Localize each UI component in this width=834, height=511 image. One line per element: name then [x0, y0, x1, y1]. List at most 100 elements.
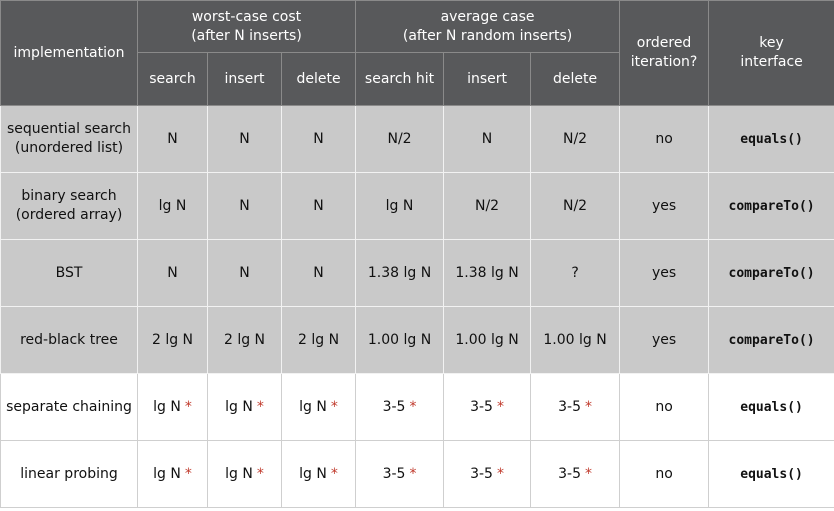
cost-value: N/2	[562, 197, 588, 214]
cost-value: 3-5	[558, 465, 581, 482]
key-value: equals()	[740, 399, 803, 415]
cost-value: lg N	[158, 197, 187, 214]
cost-cell: 3-5 *	[443, 440, 532, 508]
row-name-text: sequential search	[7, 121, 131, 137]
cost-cell: N	[207, 239, 282, 307]
cost-value: 1.00 lg N	[367, 331, 432, 348]
group-title: average case	[440, 8, 535, 25]
row-name: red-black tree	[0, 306, 138, 374]
table-row: BST N N N 1.38 lg N 1.38 lg N? yes compareTo()	[0, 239, 834, 307]
ordered-cell: no	[619, 440, 710, 508]
key-cell: compareTo()	[708, 172, 834, 240]
column-title: search hit	[364, 70, 435, 87]
cost-value: lg N	[225, 465, 253, 482]
column-header: search	[137, 52, 208, 106]
row-name-text: (ordered array)	[15, 207, 123, 223]
cost-cell: lg N	[355, 172, 445, 240]
ordered-cell: no	[619, 105, 710, 173]
footnote-star: *	[584, 465, 592, 482]
cost-cell: lg N *	[137, 440, 208, 508]
cost-cell: N	[280, 239, 357, 307]
ordered-value: no	[655, 130, 673, 147]
cost-value: 3-5	[382, 398, 406, 415]
row-name-text: red-black tree	[20, 331, 118, 348]
cost-cell: N/2	[443, 172, 532, 240]
header-row: search insert delete search hit insert delete	[1, 52, 834, 106]
row-name: linear probing	[0, 440, 138, 508]
cost-cell: lg N *	[280, 440, 357, 508]
cost-value: N	[239, 197, 250, 214]
key-cell: equals()	[708, 105, 834, 173]
column-title: insert	[224, 70, 265, 87]
cost-value: 3-5	[558, 398, 581, 415]
ordered-cell: yes	[619, 306, 710, 374]
cost-cell: 2 lg N	[280, 306, 357, 374]
header-text: iteration?	[630, 54, 698, 70]
cost-cell: 1.38 lg N	[443, 239, 532, 307]
group-title: worst-case cost	[191, 8, 302, 25]
row-name-text: separate chaining	[6, 398, 132, 415]
row-name-text: binary search	[21, 188, 117, 204]
ordered-value: no	[655, 465, 673, 482]
header-text: implementation	[13, 44, 125, 61]
cost-cell: N	[207, 172, 282, 240]
row-name-text: (unordered list)	[14, 140, 124, 156]
header-text: key	[759, 35, 784, 51]
header-text: ordered	[636, 35, 692, 51]
cost-cell: 1.00 lg N	[530, 306, 621, 374]
cost-cell: lg N *	[207, 440, 282, 508]
group-title: (after N inserts)	[191, 27, 302, 44]
cost-value: 1.38 lg N	[455, 264, 519, 281]
cost-value: lg N	[299, 398, 327, 415]
footnote-star: *	[409, 465, 417, 482]
key-cell: compareTo()	[708, 306, 834, 374]
header-row: implementation worst-case cost (after N in…	[0, 0, 834, 106]
key-cell: compareTo()	[708, 239, 834, 307]
footnote-star: *	[409, 398, 417, 415]
cost-cell: lg N	[137, 172, 208, 240]
cost-cell: 2 lg N	[137, 306, 208, 374]
column-title: delete	[296, 70, 341, 87]
cost-value: lg N	[153, 465, 181, 482]
row-name: sequential search (unordered list)	[0, 105, 138, 173]
row-name: separate chaining	[0, 373, 138, 441]
cost-value: lg N	[299, 465, 327, 482]
table-row: linear probing lg N * lg N * lg N * 3-5 * 3-5 * 3-5…	[0, 440, 834, 508]
footnote-star: *	[496, 465, 504, 482]
column-header: insert	[207, 52, 282, 106]
key-value: equals()	[740, 131, 803, 147]
row-name: BST	[0, 239, 138, 307]
cost-cell: 1.38 lg N	[355, 239, 445, 307]
cost-value: 1.00 lg N	[543, 331, 607, 348]
cost-cell: lg N *	[137, 373, 208, 441]
column-title: insert	[467, 70, 507, 87]
group-title: (after N random inserts)	[402, 27, 573, 44]
cost-value: N	[313, 130, 324, 147]
cost-cell: 1.00 lg N	[443, 306, 532, 374]
cost-value: 3-5	[382, 465, 406, 482]
column-header: search hit	[355, 52, 445, 106]
row-name-text: linear probing	[20, 465, 118, 482]
cost-value: 3-5	[470, 398, 493, 415]
cost-value: lg N	[225, 398, 253, 415]
cost-cell: N	[137, 239, 208, 307]
cost-cell: 3-5 *	[530, 440, 621, 508]
cost-cell: 3-5 *	[355, 440, 445, 508]
footnote-star: *	[330, 398, 338, 415]
cost-value: 1.38 lg N	[367, 264, 432, 281]
cost-cell: N	[280, 105, 357, 173]
cost-value: N	[313, 197, 324, 214]
cost-value: N/2	[474, 197, 500, 214]
key-value: compareTo()	[728, 265, 815, 281]
cost-value: 3-5	[470, 465, 493, 482]
table-row: red-black tree 2 lg N 2 lg N 2 lg N 1.00 lg …	[0, 306, 834, 374]
cost-cell: 3-5 *	[443, 373, 532, 441]
header-cell: key interface	[708, 0, 834, 106]
ordered-value: no	[655, 398, 673, 415]
cost-value: lg N	[385, 197, 414, 214]
cost-cell: N	[280, 172, 357, 240]
ordered-cell: no	[619, 373, 710, 441]
cost-cell: N	[443, 105, 532, 173]
